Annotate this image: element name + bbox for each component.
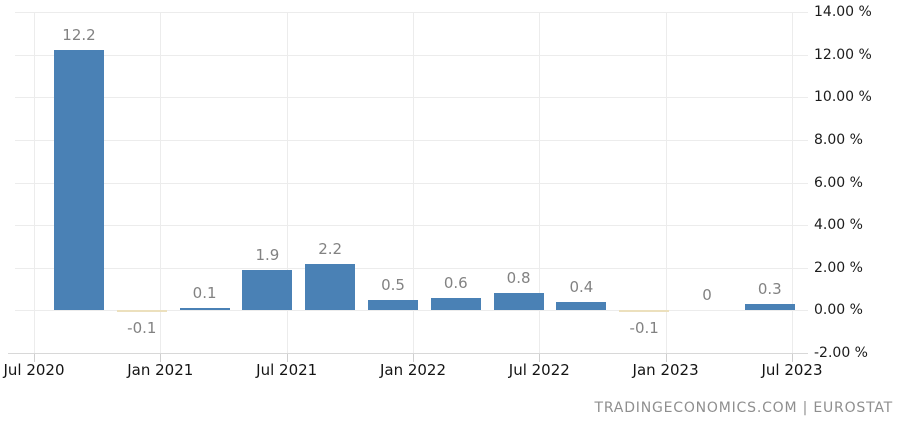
- x-axis-label: Jul 2023: [761, 361, 823, 379]
- bar[interactable]: [305, 263, 356, 311]
- y-gridline: [15, 97, 808, 99]
- x-tick-mark: [34, 354, 35, 362]
- y-gridline: [15, 12, 808, 13]
- bar-value-label: 0.5: [381, 275, 405, 294]
- y-axis-label: 8.00 %: [814, 131, 863, 148]
- y-gridline: [15, 225, 808, 227]
- x-axis-label: Jul 2022: [508, 361, 570, 379]
- bar[interactable]: [54, 50, 104, 311]
- bar-value-label: -0.1: [629, 318, 659, 337]
- y-gridline: [15, 267, 808, 269]
- y-axis-label: 0.00 %: [814, 302, 863, 319]
- x-gridline: [792, 12, 793, 353]
- y-gridline: [15, 310, 808, 312]
- x-axis-label: Jan 2021: [127, 361, 194, 379]
- x-axis-label: Jul 2020: [3, 361, 65, 379]
- bar[interactable]: [619, 310, 670, 313]
- bar-value-label: -0.1: [127, 318, 157, 337]
- bar[interactable]: [493, 293, 544, 311]
- x-tick-mark: [160, 354, 162, 362]
- bar[interactable]: [744, 304, 795, 311]
- x-axis-label: Jul 2021: [256, 361, 318, 379]
- y-gridline: [15, 139, 808, 141]
- bar-value-label: 0.1: [192, 284, 217, 303]
- x-tick-mark: [413, 354, 414, 362]
- bar[interactable]: [116, 310, 167, 313]
- bar-value-label: 0.8: [506, 269, 531, 288]
- x-gridline: [160, 12, 162, 353]
- x-axis-label: Jan 2023: [632, 361, 699, 379]
- bar-value-label: 2.2: [318, 239, 343, 258]
- y-gridline: [15, 182, 808, 184]
- y-axis-label: 4.00 %: [814, 217, 863, 234]
- bar-value-label: 0.4: [569, 277, 594, 296]
- y-axis-label: -2.00 %: [814, 345, 868, 361]
- bar[interactable]: [368, 299, 418, 311]
- x-tick-mark: [665, 354, 667, 362]
- bar-value-label: 0: [702, 286, 712, 305]
- bar[interactable]: [242, 269, 293, 311]
- bar-value-label: 1.9: [255, 245, 280, 264]
- bar[interactable]: [556, 301, 607, 311]
- y-axis-label: 6.00 %: [814, 174, 863, 191]
- bar-value-label: 12.2: [62, 26, 96, 45]
- x-gridline: [34, 12, 35, 353]
- y-gridline: [15, 54, 808, 56]
- x-gridline: [665, 12, 667, 353]
- y-axis-label: 12.00 %: [814, 46, 872, 63]
- bar-value-label: 0.3: [757, 280, 782, 298]
- bar-value-label: 0.6: [443, 273, 468, 292]
- x-gridline: [539, 12, 541, 353]
- x-gridline: [413, 12, 414, 353]
- bar[interactable]: [430, 297, 481, 311]
- x-tick-mark: [792, 354, 793, 362]
- x-tick-mark: [286, 354, 288, 362]
- x-axis-line: [8, 353, 808, 354]
- x-axis-label: Jan 2022: [379, 361, 447, 379]
- y-axis-label: 2.00 %: [814, 259, 863, 276]
- y-axis-label: 10.00 %: [814, 89, 872, 106]
- bar[interactable]: [179, 308, 230, 311]
- x-tick-mark: [539, 354, 541, 362]
- x-gridline: [286, 12, 288, 353]
- y-axis-label: 14.00 %: [814, 4, 872, 20]
- attribution-link[interactable]: TRADINGECONOMICS.COM | EUROSTAT: [594, 400, 893, 416]
